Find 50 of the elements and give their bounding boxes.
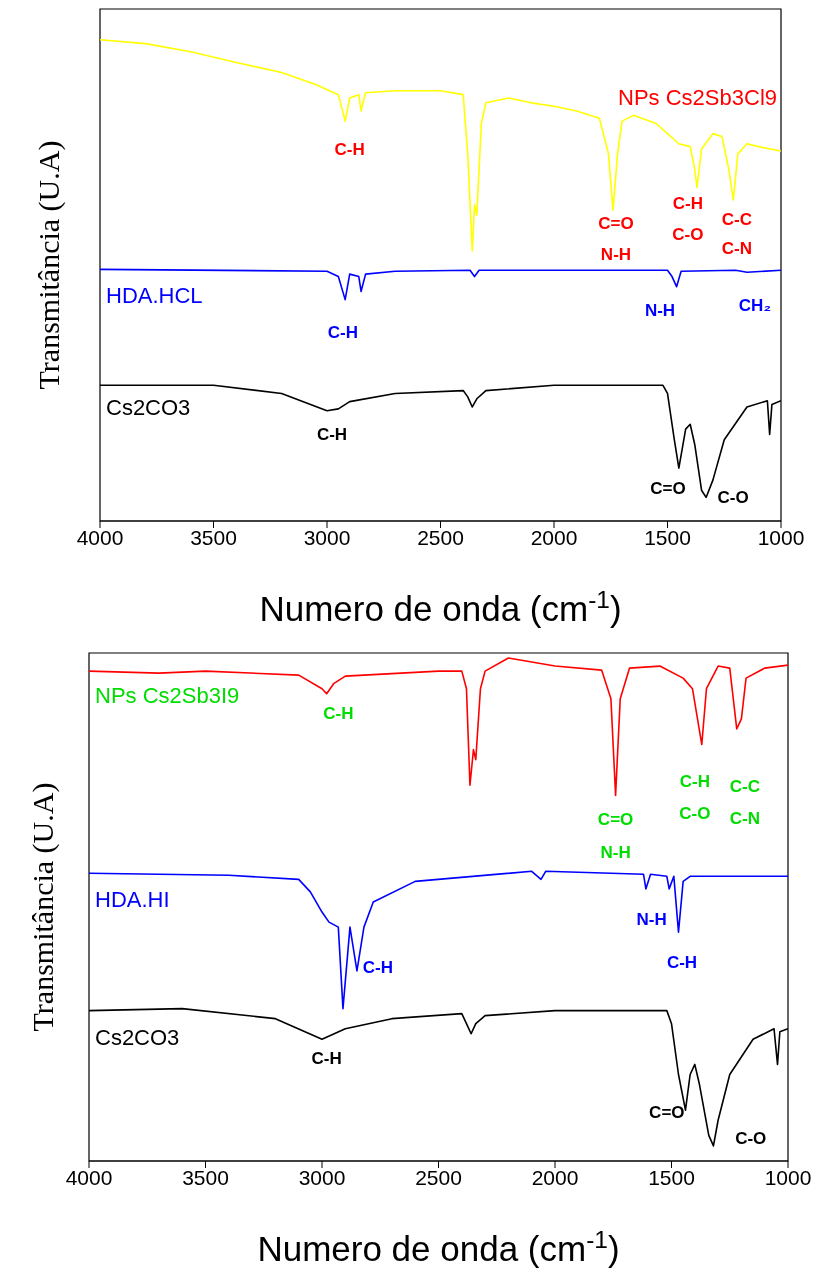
x-tick-label: 3000	[303, 525, 351, 549]
annotation: N-H	[600, 244, 632, 264]
x-tick-label: 1500	[644, 525, 691, 549]
annotation: C-O	[735, 1129, 767, 1149]
x-tick-label: 2500	[415, 1165, 462, 1189]
x-axis-title: Numero de onda (cm$^{-1}$)	[259, 585, 622, 628]
annotation: C-N	[721, 238, 753, 258]
x-tick-label: 2500	[417, 525, 464, 549]
annotation: C-C	[729, 777, 760, 797]
series-label: NPs Cs2Sb3Cl9	[618, 84, 777, 110]
annotation: C=O	[650, 479, 686, 499]
series-label: HDA.HCL	[106, 283, 203, 309]
x-tick-label: 1500	[648, 1165, 695, 1189]
annotation: C-H	[672, 193, 704, 213]
annotation: C-H	[334, 139, 365, 159]
annotation: C-N	[729, 809, 760, 829]
annotation: N-H	[636, 910, 667, 930]
annotation: CH₂	[738, 295, 771, 315]
annotation: C-H	[323, 704, 354, 724]
annotation: C-H	[362, 958, 394, 978]
annotation: C-O	[679, 804, 711, 824]
annotation: C-O	[717, 488, 749, 508]
annotation: N-H	[644, 300, 676, 320]
series-label: Cs2CO3	[95, 1024, 180, 1050]
annotation: N-H	[600, 842, 631, 862]
x-tick-label: 3500	[182, 1165, 229, 1189]
y-axis-title: Transmitância (U.A)	[26, 782, 61, 1032]
annotation: C-O	[672, 224, 704, 244]
annotation: C-H	[316, 425, 348, 445]
x-axis-title: Numero de onda (cm$^{-1}$)	[257, 1225, 620, 1268]
series-label: Cs2CO3	[106, 395, 191, 421]
y-axis-title: Transmitância (U.A)	[32, 140, 66, 390]
annotation: C=O	[597, 809, 634, 829]
series-label: HDA.HI	[95, 887, 170, 913]
x-tick-label: 3000	[298, 1165, 346, 1189]
annotation: C=O	[649, 1103, 685, 1123]
series-label: NPs Cs2Sb3I9	[95, 683, 240, 709]
annotation: C-H	[666, 952, 698, 972]
x-tick-label: 1000	[764, 1165, 812, 1189]
x-tick-label: 2000	[531, 1165, 579, 1189]
annotation: C-H	[311, 1048, 342, 1068]
x-tick-label: 2000	[530, 525, 578, 549]
annotation: C-C	[721, 210, 753, 230]
annotation: C=O	[598, 214, 634, 234]
annotation: C-H	[679, 772, 710, 792]
x-tick-label: 1000	[757, 525, 805, 549]
annotation: C-H	[327, 323, 358, 343]
x-tick-label: 4000	[65, 1165, 113, 1189]
x-tick-label: 4000	[76, 525, 124, 549]
x-tick-label: 3500	[190, 525, 237, 549]
